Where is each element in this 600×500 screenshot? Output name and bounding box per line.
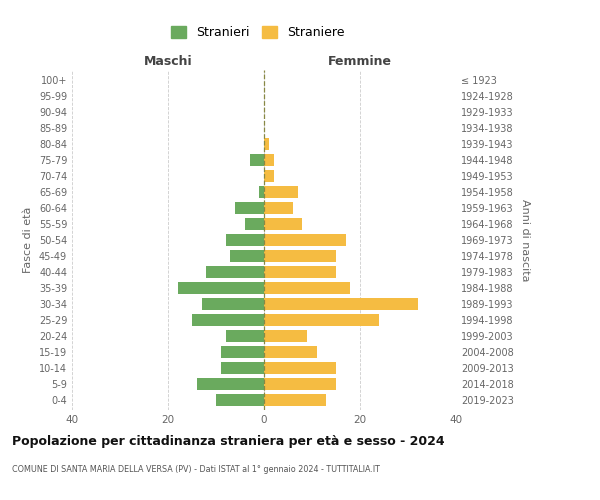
Bar [259, 186, 264, 198]
Bar [245, 218, 264, 230]
Bar [264, 362, 336, 374]
Bar [250, 154, 264, 166]
Bar [226, 234, 264, 246]
Bar [221, 346, 264, 358]
Bar [264, 202, 293, 214]
Bar [264, 154, 274, 166]
Legend: Stranieri, Straniere: Stranieri, Straniere [166, 21, 350, 44]
Bar [264, 346, 317, 358]
Bar [264, 298, 418, 310]
Bar [264, 330, 307, 342]
Bar [178, 282, 264, 294]
Bar [230, 250, 264, 262]
Bar [264, 186, 298, 198]
Bar [197, 378, 264, 390]
Bar [216, 394, 264, 406]
Y-axis label: Fasce di età: Fasce di età [23, 207, 33, 273]
Bar [206, 266, 264, 278]
Bar [264, 378, 336, 390]
Bar [264, 234, 346, 246]
Bar [264, 394, 326, 406]
Text: COMUNE DI SANTA MARIA DELLA VERSA (PV) - Dati ISTAT al 1° gennaio 2024 - TUTTITA: COMUNE DI SANTA MARIA DELLA VERSA (PV) -… [12, 465, 380, 474]
Bar [226, 330, 264, 342]
Bar [264, 314, 379, 326]
Bar [202, 298, 264, 310]
Bar [235, 202, 264, 214]
Bar [264, 138, 269, 150]
Bar [264, 250, 336, 262]
Bar [264, 266, 336, 278]
Bar [264, 282, 350, 294]
Text: Femmine: Femmine [328, 56, 392, 68]
Text: Popolazione per cittadinanza straniera per età e sesso - 2024: Popolazione per cittadinanza straniera p… [12, 435, 445, 448]
Bar [221, 362, 264, 374]
Bar [192, 314, 264, 326]
Text: Maschi: Maschi [143, 56, 193, 68]
Bar [264, 218, 302, 230]
Y-axis label: Anni di nascita: Anni di nascita [520, 198, 530, 281]
Bar [264, 170, 274, 182]
